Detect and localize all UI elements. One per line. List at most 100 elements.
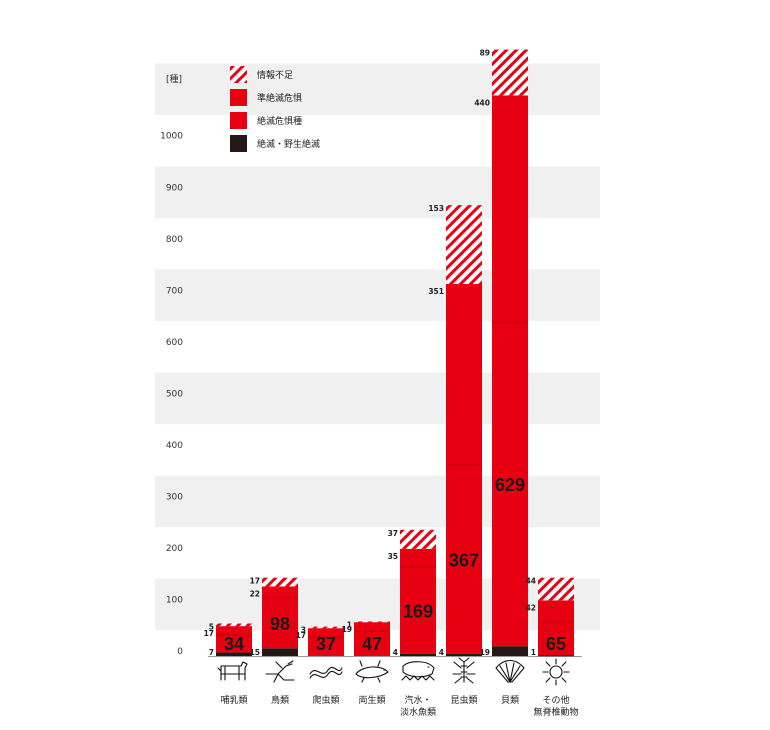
bar-segment-endangered <box>308 636 344 656</box>
value-label-extinct: 15 <box>250 648 260 657</box>
bar-segment-near-threatened <box>354 621 390 632</box>
category-label: 爬虫類 <box>312 694 339 706</box>
value-label-data-deficient: 1 <box>347 620 352 629</box>
category-label: 鳥類 <box>271 694 289 706</box>
value-label-data-deficient: 89 <box>480 49 490 58</box>
bar-segment-extinct <box>538 655 574 657</box>
value-label-data-deficient: 3 <box>301 626 306 635</box>
bar-segment-endangered <box>446 464 482 654</box>
y-tick-label: 400 <box>166 441 183 451</box>
category-label: 汽水・ <box>404 694 431 706</box>
bar-segment-near-threatened <box>538 600 574 622</box>
legend-swatch-data-deficient <box>230 66 247 83</box>
y-axis: 0 100 200 300 400 500 600 700 800 900 1000 [種] <box>160 74 183 657</box>
category-label: その他 <box>542 694 569 706</box>
y-tick-label: 100 <box>166 595 183 605</box>
y-tick-label: 800 <box>166 235 183 245</box>
legend-swatch-endangered <box>230 112 247 129</box>
value-label-extinct: 4 <box>439 648 444 657</box>
value-label-near-threatened: 17 <box>204 629 214 638</box>
grid-band <box>155 269 600 322</box>
value-label-data-deficient: 44 <box>526 577 536 586</box>
value-label-endangered: 367 <box>449 550 479 570</box>
grid-band <box>155 63 600 115</box>
y-tick-label: 0 <box>177 647 183 657</box>
bars <box>208 49 582 657</box>
bar-segment-endangered <box>354 631 390 656</box>
mammal-icon <box>217 661 248 681</box>
grid-band <box>155 475 600 528</box>
category-label: 無脊椎動物 <box>533 706 578 718</box>
category-label: 淡水魚類 <box>400 706 436 718</box>
value-label-data-deficient: 37 <box>388 529 398 538</box>
bar-segment-endangered <box>492 322 528 647</box>
category-label: 昆虫類 <box>450 694 477 706</box>
y-tick-label: 600 <box>166 338 183 348</box>
y-unit-label: [種] <box>166 74 182 85</box>
grid-bands <box>155 63 600 631</box>
bar-segment-near-threatened <box>492 95 528 323</box>
bar-segment-near-threatened <box>400 548 436 567</box>
value-label-extinct: 1 <box>531 648 536 657</box>
y-tick-label: 900 <box>166 183 183 193</box>
bar-segment-extinct <box>400 653 436 656</box>
bar-segment-data-deficient <box>446 205 482 284</box>
legend-label: 絶滅・野生絶滅 <box>257 138 320 150</box>
value-label-extinct: 19 <box>480 648 490 657</box>
y-tick-label: 200 <box>166 544 183 554</box>
value-label-endangered: 34 <box>224 634 244 654</box>
y-tick-label: 700 <box>166 286 183 296</box>
value-label-data-deficient: 153 <box>428 204 444 213</box>
bar-segment-extinct <box>216 652 252 656</box>
bar-segment-data-deficient <box>308 626 344 629</box>
value-label-near-threatened: 35 <box>388 552 398 561</box>
bar-segment-extinct <box>262 648 298 656</box>
shell-icon <box>495 659 525 683</box>
bar-segment-endangered <box>538 621 574 656</box>
legend-label: 絶滅危惧種 <box>257 115 302 127</box>
grid-band <box>155 166 600 219</box>
amphibian-icon <box>355 660 389 683</box>
value-label-near-threatened: 440 <box>474 98 490 107</box>
value-label-near-threatened: 17 <box>296 631 306 640</box>
value-label-endangered: 65 <box>546 634 566 654</box>
category-label: 哺乳類 <box>220 694 247 706</box>
value-label-extinct: 7 <box>209 648 214 657</box>
value-label-endangered: 47 <box>362 634 382 654</box>
y-tick-label: 500 <box>166 389 183 399</box>
bar-segment-data-deficient <box>354 621 390 623</box>
bar-segment-data-deficient <box>492 49 528 96</box>
value-label-near-threatened: 351 <box>428 287 444 296</box>
value-label-endangered: 169 <box>403 601 433 621</box>
value-label-endangered: 629 <box>495 475 525 495</box>
fish-icon <box>401 661 435 681</box>
bar-segment-endangered <box>262 597 298 649</box>
legend-label: 準絶滅危惧 <box>257 92 302 104</box>
bar-segment-data-deficient <box>216 623 252 627</box>
bar-segment-near-threatened <box>308 628 344 637</box>
value-label-data-deficient: 5 <box>209 623 214 632</box>
bar-segment-endangered <box>216 634 252 653</box>
legend-label: 情報不足 <box>257 69 293 81</box>
bar-segment-data-deficient <box>400 529 436 549</box>
bar-segment-data-deficient <box>538 577 574 601</box>
bird-icon <box>265 660 295 683</box>
bar-segment-near-threatened <box>446 283 482 465</box>
bar-segment-data-deficient <box>262 577 298 587</box>
value-label-endangered: 98 <box>270 614 290 634</box>
value-label-data-deficient: 17 <box>250 577 260 586</box>
grid-band <box>155 372 600 425</box>
category-label: 両生類 <box>358 694 385 706</box>
category-label: 貝類 <box>501 695 519 706</box>
invertebrate-icon <box>542 658 570 686</box>
y-tick-label: 300 <box>166 492 183 502</box>
value-label-near-threatened: 19 <box>342 625 352 634</box>
y-tick-label: 1000 <box>160 132 183 142</box>
bar-segment-extinct <box>492 646 528 656</box>
reptile-icon <box>309 666 343 679</box>
bar-segment-near-threatened <box>216 626 252 635</box>
